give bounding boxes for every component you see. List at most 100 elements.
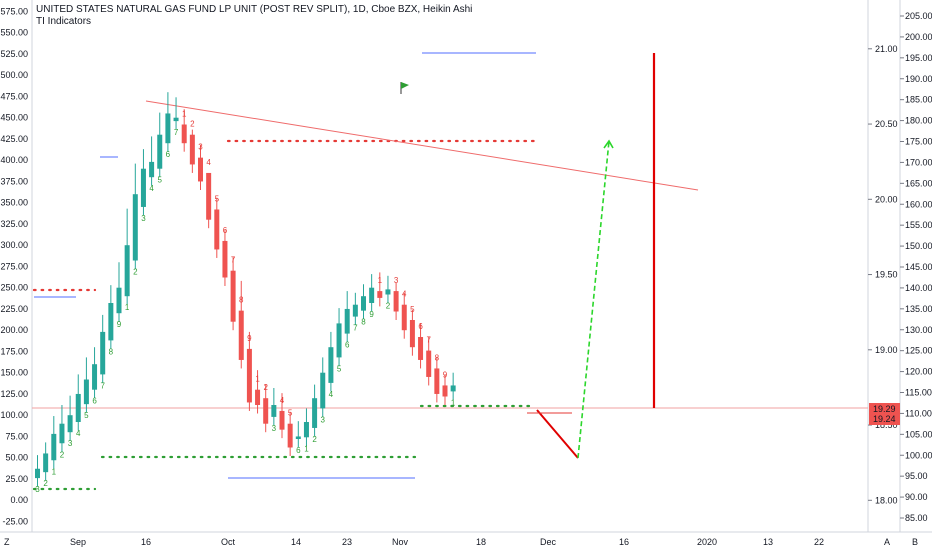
td-count-label: 9 <box>247 334 252 343</box>
candle-body <box>336 323 342 358</box>
x-axis-tick-label: Nov <box>392 537 409 547</box>
candle-body <box>369 287 375 303</box>
candle-body <box>214 209 220 250</box>
td-count-label: 8 <box>435 353 440 362</box>
right-axis-tick-label: 160.00 <box>905 199 932 209</box>
candle-body <box>67 415 73 433</box>
right-axis-tick-label: 90.00 <box>905 492 928 502</box>
chart-title: UNITED STATES NATURAL GAS FUND LP UNIT (… <box>36 4 473 15</box>
right-axis-tick-label: 130.00 <box>905 325 932 335</box>
td-count-label: 9 <box>369 310 374 319</box>
right-axis-tick-label: 205.00 <box>905 11 932 21</box>
candle-body <box>75 393 81 422</box>
td-count-label: 2 <box>190 120 195 129</box>
td-count-label: 9 <box>117 320 122 329</box>
td-count-label: 3 <box>321 415 326 424</box>
td-count-label: 7 <box>426 336 431 345</box>
candle-body <box>116 287 122 314</box>
td-count-label: 5 <box>337 364 342 373</box>
left-axis-tick-label: 525.00 <box>0 49 28 59</box>
indicators-label[interactable]: TI Indicators <box>36 16 92 27</box>
candle-body <box>255 389 261 405</box>
right-axis-tick-label: 145.00 <box>905 262 932 272</box>
flag-icon <box>401 82 409 89</box>
td-count-label: 4 <box>149 184 154 193</box>
left-axis-tick-label: 200.00 <box>0 325 28 335</box>
td-count-label: 9 <box>443 370 448 379</box>
left-axis-tick-label: 275.00 <box>0 261 28 271</box>
left-axis-tick-label: 125.00 <box>0 389 28 399</box>
right-axis-tick-label: 165.00 <box>905 178 932 188</box>
right-axis-tick-label: 140.00 <box>905 283 932 293</box>
x-axis-tick-label: 22 <box>814 537 824 547</box>
candle-body <box>361 296 366 311</box>
candle-body <box>140 168 146 207</box>
candle-body <box>385 289 391 295</box>
mid-axis-tick-label: 21.00 <box>875 44 898 54</box>
left-axis-tick-label: 550.00 <box>0 28 28 38</box>
x-axis-tick-label: Sep <box>70 537 86 547</box>
x-axis-tick-label: 13 <box>763 537 773 547</box>
candle-body <box>279 410 285 430</box>
log-scale-button[interactable]: B <box>912 537 919 547</box>
td-count-label: 2 <box>312 435 317 444</box>
td-count-label: 1 <box>255 375 260 384</box>
timezone-button[interactable]: Z <box>4 537 10 547</box>
candle-body <box>393 291 399 312</box>
plot-area <box>32 0 868 532</box>
right-axis-tick-label: 195.00 <box>905 53 932 63</box>
td-count-label: 6 <box>166 150 171 159</box>
td-count-label: 2 <box>386 302 391 311</box>
auto-scale-button[interactable]: A <box>884 537 891 547</box>
mid-axis-tick-label: 19.00 <box>875 345 898 355</box>
td-count-label: 5 <box>158 176 163 185</box>
td-count-label: 3 <box>394 276 399 285</box>
x-axis-tick-label: 23 <box>342 537 352 547</box>
td-count-label: 7 <box>174 128 179 137</box>
td-count-label: 6 <box>223 226 228 235</box>
candle-body <box>230 270 236 322</box>
candle-body <box>352 304 358 317</box>
td-count-label: 2 <box>43 479 48 488</box>
td-count-label: 1 <box>182 110 187 119</box>
mid-axis-tick-label: 19.50 <box>875 270 898 280</box>
candle-body <box>246 348 252 403</box>
candle-body <box>434 368 440 394</box>
left-axis-tick-label: 400.00 <box>0 155 28 165</box>
right-axis-tick-label: 185.00 <box>905 95 932 105</box>
td-count-label: 2 <box>60 450 65 459</box>
mid-axis-tick-label: 18.00 <box>875 495 898 505</box>
mid-axis-tick-label: 20.50 <box>875 119 898 129</box>
candle-body <box>303 422 309 438</box>
td-count-label: 6 <box>92 397 97 406</box>
candle-body <box>328 347 334 383</box>
left-axis-tick-label: 300.00 <box>0 240 28 250</box>
left-axis-tick-label: 250.00 <box>0 283 28 293</box>
price-badge-bg <box>869 413 900 425</box>
left-axis-tick-label: 575.00 <box>0 6 28 16</box>
left-axis-tick-label: 225.00 <box>0 304 28 314</box>
x-axis-tick-label: 16 <box>141 537 151 547</box>
price-badge-bg <box>869 403 900 415</box>
left-axis-tick-label: 450.00 <box>0 113 28 123</box>
td-count-label: 1 <box>378 276 383 285</box>
candle-body <box>206 172 212 220</box>
td-count-label: 6 <box>418 322 423 331</box>
left-axis-tick-label: 150.00 <box>0 368 28 378</box>
candle-body <box>157 134 163 169</box>
left-axis-tick-label: 350.00 <box>0 198 28 208</box>
td-count-label: 5 <box>215 195 220 204</box>
td-count-label: 3 <box>35 485 40 494</box>
candle-body <box>312 398 318 428</box>
right-axis-tick-label: 110.00 <box>905 408 932 418</box>
right-axis-tick-label: 100.00 <box>905 450 932 460</box>
candle-body <box>222 240 228 278</box>
td-count-label: 3 <box>198 143 203 152</box>
candle-body <box>51 433 57 461</box>
left-axis-tick-label: 25.00 <box>5 474 28 484</box>
td-count-label: 1 <box>125 303 130 312</box>
right-axis-tick-label: 95.00 <box>905 471 928 481</box>
right-axis-tick-label: 135.00 <box>905 304 932 314</box>
